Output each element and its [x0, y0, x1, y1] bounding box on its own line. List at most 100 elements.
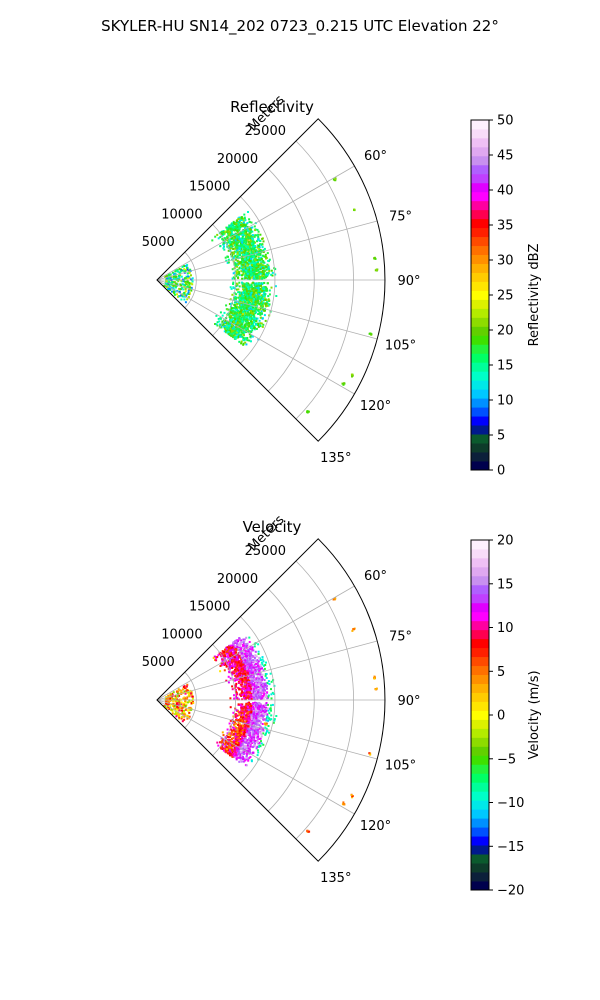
radar-return-pixel [184, 294, 187, 297]
radar-return-pixel [241, 277, 244, 280]
radar-return-pixel [249, 327, 252, 330]
radar-return-pixel [217, 317, 220, 320]
radar-return-pixel [241, 643, 244, 646]
radar-return-pixel [242, 221, 245, 224]
radar-return-pixel [229, 242, 231, 245]
radar-return-pixel [225, 655, 228, 658]
radar-return-pixel [231, 222, 233, 225]
velocity-panel: Velocity 500010000150002000025000Meters6… [142, 512, 542, 898]
radar-return-pixel [241, 672, 244, 675]
radar-return-pixel [265, 673, 268, 675]
radar-return-pixel [242, 638, 245, 641]
radar-return-pixel [185, 265, 188, 268]
radar-return-pixel [227, 320, 230, 323]
radar-return-pixel [248, 641, 251, 643]
radar-return-pixel [230, 752, 233, 755]
radar-return-pixel [235, 224, 238, 227]
radar-return-pixel [243, 730, 246, 733]
radar-return-pixel [253, 741, 256, 744]
radar-return-pixel [242, 225, 245, 228]
radar-return-pixel [226, 732, 229, 735]
radar-return-pixel [256, 274, 259, 277]
radar-return-pixel [259, 687, 262, 690]
radar-return-pixel [240, 217, 243, 220]
radar-return-pixel [255, 685, 258, 688]
radar-return-pixel [190, 289, 193, 292]
radar-return-pixel [189, 268, 192, 271]
radar-return-pixel [242, 307, 245, 310]
radar-return-pixel [238, 306, 241, 309]
radar-return-pixel [249, 244, 252, 247]
colorbar-label: Reflectivity dBZ [527, 244, 542, 347]
radar-return-pixel [176, 293, 178, 296]
radar-return-pixel [256, 291, 259, 294]
radar-return-pixel [234, 737, 237, 740]
radar-return-pixel [248, 690, 251, 693]
radar-return-pixel [234, 753, 237, 756]
radar-return-pixel [254, 680, 257, 683]
radar-return-pixel [241, 724, 244, 727]
radar-return-pixel [243, 299, 246, 302]
radar-return-pixel [243, 244, 246, 247]
radar-return-pixel [254, 273, 257, 276]
radar-return-pixel [255, 722, 258, 725]
radar-return-pixel [241, 749, 244, 752]
radar-return-pixel [257, 244, 260, 247]
radar-return-pixel [234, 730, 237, 733]
radar-return-pixel [257, 690, 260, 693]
radar-return-pixel [184, 270, 187, 273]
radar-return-pixel [244, 248, 247, 251]
radar-return-pixel [260, 679, 263, 682]
radar-return-pixel [248, 695, 250, 698]
radar-return-pixel [233, 672, 236, 675]
radar-return-pixel [262, 692, 265, 695]
radar-return-pixel [260, 304, 263, 307]
radar-return-pixel [243, 303, 246, 306]
radar-return-pixel [237, 335, 240, 338]
radar-return-pixel [250, 708, 252, 711]
radar-return-pixel [169, 285, 172, 288]
radar-return-pixel [254, 249, 257, 251]
radar-return-pixel [270, 693, 273, 696]
radar-return-pixel [228, 722, 231, 725]
radar-return-pixel [247, 246, 250, 248]
radar-return-pixel [259, 725, 262, 728]
radar-return-pixel [178, 275, 180, 277]
radar-return-pixel [235, 691, 238, 693]
radar-return-pixel [225, 326, 228, 329]
radar-return-pixel [252, 732, 255, 735]
radar-return-pixel [186, 277, 189, 280]
radar-return-pixel [247, 229, 249, 232]
radar-return-pixel [226, 646, 229, 649]
radar-return-pixel [244, 735, 247, 738]
radar-return-pixel [254, 692, 257, 695]
radar-return-pixel [246, 264, 249, 267]
radar-return-pixel [256, 749, 259, 752]
radar-return-pixel [241, 318, 244, 321]
radar-return-pixel [246, 339, 249, 342]
radar-return-pixel [270, 269, 273, 272]
radar-return-pixel [239, 656, 242, 659]
radar-return-pixel [261, 276, 264, 279]
radar-return-pixel [234, 332, 237, 335]
radar-return-pixel [260, 284, 262, 287]
radar-return-pixel [182, 283, 185, 286]
radar-return-pixel [265, 727, 268, 730]
radar-return-pixel [248, 285, 251, 288]
radar-return-pixel [223, 747, 226, 750]
radar-return-pixel [234, 665, 237, 667]
radar-return-pixel [253, 657, 256, 659]
radar-return-pixel [261, 317, 264, 320]
radar-return-pixel [244, 265, 247, 268]
figure-suptitle: SKYLER-HU SN14_202 0723_0.215 UTC Elevat… [101, 17, 499, 36]
radar-return-pixel [252, 240, 255, 243]
radar-return-pixel [256, 238, 259, 241]
radar-return-pixel [220, 233, 223, 236]
radar-return-pixel [250, 760, 253, 763]
radar-return-pixel [248, 259, 251, 262]
radar-return-pixel [248, 261, 250, 264]
radar-return-pixel [229, 324, 232, 327]
radar-return-pixel [176, 270, 179, 273]
radar-return-pixel [257, 685, 260, 688]
radar-return-pixel [247, 325, 250, 328]
